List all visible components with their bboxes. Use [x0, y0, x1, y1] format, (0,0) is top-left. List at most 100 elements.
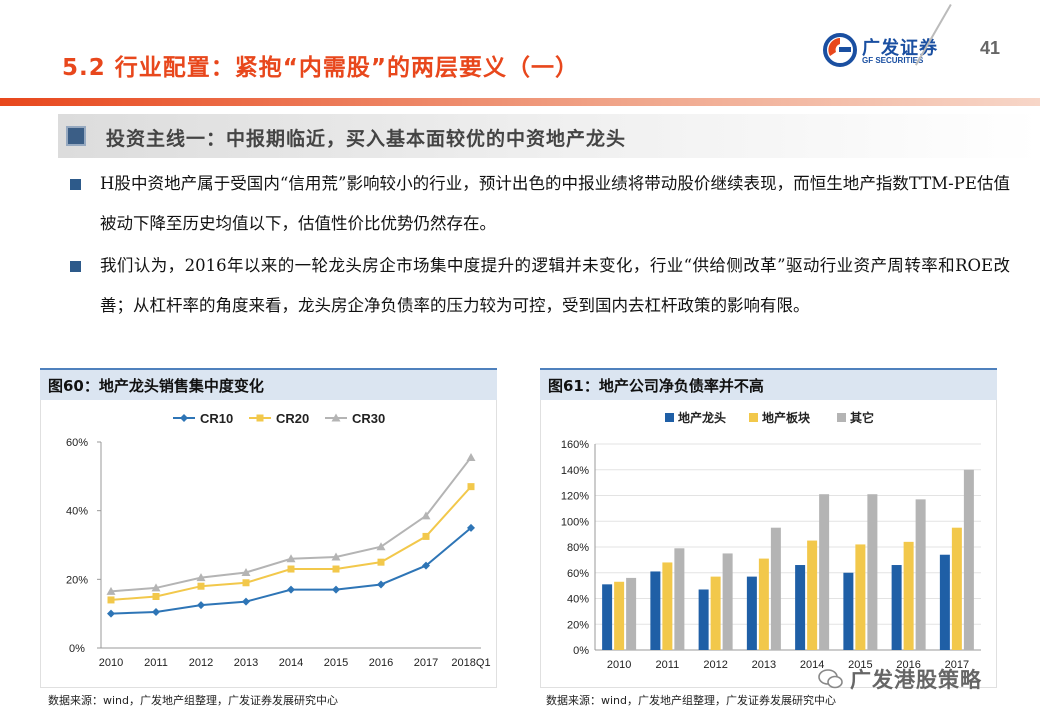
subtitle-text: 投资主线一：中报期临近，买入基本面较优的中资地产龙头 [106, 128, 627, 150]
bar [819, 494, 830, 650]
figure-61-source: 数据来源：wind，广发地产组整理，广发证券发展研究中心 [546, 694, 837, 707]
y-tick-label: 120% [561, 491, 589, 503]
y-tick-label: 40% [66, 506, 88, 518]
data-point [152, 607, 160, 616]
y-tick-label: 20% [66, 574, 88, 586]
bar [614, 581, 625, 650]
bar [855, 544, 866, 650]
data-point [107, 609, 115, 618]
x-tick-label: 2010 [99, 657, 123, 669]
data-point [286, 554, 296, 563]
gf-logo-icon [823, 33, 857, 67]
legend-label: CR20 [276, 411, 309, 426]
data-point [242, 579, 250, 587]
bar [891, 565, 902, 650]
subtitle-banner: 投资主线一：中报期临近，买入基本面较优的中资地产龙头 [58, 114, 1040, 158]
bar [915, 499, 926, 650]
x-tick-label: 2010 [607, 659, 631, 671]
bar [602, 584, 613, 650]
x-tick-label: 2013 [752, 659, 776, 671]
data-point [377, 558, 385, 566]
legend-swatch [665, 413, 674, 422]
bar [746, 576, 757, 650]
y-tick-label: 0% [69, 643, 85, 655]
subtitle-square-icon [66, 126, 86, 146]
bar [867, 494, 878, 650]
wechat-icon [818, 669, 843, 689]
x-tick-label: 2016 [896, 659, 920, 671]
legend-label: 地产龙头 [678, 410, 726, 425]
bullet-item: H股中资地产属于受国内“信用荒”影响较小的行业，预计出色的中报业绩将带动股价继续… [70, 164, 1010, 244]
bar [939, 554, 950, 650]
figure-60-panel: 0% 20% 40% 60% 2010 2011 2012 2013 2014 2015 2016 2… [40, 400, 497, 688]
legend-marker [331, 413, 341, 422]
data-point [242, 597, 250, 606]
y-tick-label: 60% [567, 568, 589, 580]
y-tick-label: 40% [567, 594, 589, 606]
x-tick-label: 2016 [369, 657, 393, 669]
bullet-square-icon [70, 179, 81, 190]
x-tick-label: 2018Q1 [451, 657, 490, 669]
bullet-item: 我们认为，2016年以来的一轮龙头房企市场集中度提升的逻辑并未变化，行业“供给侧… [70, 246, 1010, 326]
x-tick-label: 2011 [656, 659, 680, 671]
legend-marker [180, 414, 188, 422]
x-tick-label: 2015 [324, 657, 348, 669]
data-point [151, 583, 161, 592]
bar [951, 527, 962, 650]
data-point [107, 596, 115, 604]
data-point [466, 452, 476, 461]
figure-61-panel: 0% 20% 40% 60% 80% 100% 120% 140% 160% 2010 2011 20… [540, 400, 997, 688]
data-point [467, 483, 475, 491]
data-point [467, 523, 475, 532]
figure-60-source: 数据来源：wind，广发地产组整理，广发证券发展研究中心 [48, 694, 339, 707]
data-point [287, 585, 295, 594]
page-title: 5.2 行业配置：紧抱“内需股”的两层要义（一） [62, 55, 579, 81]
bar [903, 541, 914, 650]
legend-label: 地产板块 [762, 410, 811, 425]
data-point [422, 561, 430, 570]
bar [710, 576, 721, 650]
logo-text-cn: 广发证券 [862, 38, 938, 59]
bullet-text: H股中资地产属于受国内“信用荒”影响较小的行业，预计出色的中报业绩将带动股价继续… [100, 174, 1010, 233]
y-tick-label: 80% [567, 542, 589, 554]
data-point [197, 601, 205, 610]
data-point [422, 532, 430, 540]
y-tick-label: 0% [573, 645, 589, 657]
y-tick-label: 100% [561, 516, 589, 528]
y-tick-label: 60% [66, 437, 88, 449]
legend-label: 其它 [850, 410, 874, 425]
bar [795, 565, 806, 650]
concentration-line-chart: 0% 20% 40% 60% 2010 2011 2012 2013 2014 2015 2016 2… [66, 411, 491, 669]
legend-label: CR30 [352, 411, 385, 426]
data-point [152, 593, 160, 600]
bullet-text: 我们认为，2016年以来的一轮龙头房企市场集中度提升的逻辑并未变化，行业“供给侧… [100, 256, 1010, 315]
y-tick-label: 20% [567, 619, 589, 631]
bar [722, 553, 733, 650]
data-point [241, 567, 251, 576]
data-point [332, 585, 340, 594]
bar [770, 527, 781, 650]
x-tick-label: 2014 [800, 659, 824, 671]
x-tick-label: 2011 [144, 657, 168, 669]
legend-swatch [837, 413, 846, 422]
bar [650, 571, 661, 650]
brand-logo: 广发证券 GF SECURITIES [822, 30, 942, 70]
x-tick-label: 2017 [414, 657, 438, 669]
data-point [197, 582, 205, 590]
x-tick-label: 2014 [279, 657, 303, 669]
data-point [331, 552, 341, 561]
legend-swatch [749, 413, 758, 422]
data-point [377, 580, 385, 589]
net-debt-ratio-bar-chart: 0% 20% 40% 60% 80% 100% 120% 140% 160% 2010 2011 20… [561, 410, 981, 671]
data-point [106, 586, 116, 595]
watermark-text: 广发港股策略 [850, 668, 982, 692]
data-point [332, 565, 340, 573]
bar [626, 577, 637, 650]
data-point [376, 542, 386, 551]
x-tick-label: 2015 [848, 659, 872, 671]
figure-60-caption: 图60：地产龙头销售集中度变化 [40, 368, 497, 400]
logo-text-en: GF SECURITIES [862, 56, 924, 65]
legend-marker [256, 414, 264, 422]
bullet-square-icon [70, 261, 81, 272]
x-tick-label: 2012 [189, 657, 213, 669]
